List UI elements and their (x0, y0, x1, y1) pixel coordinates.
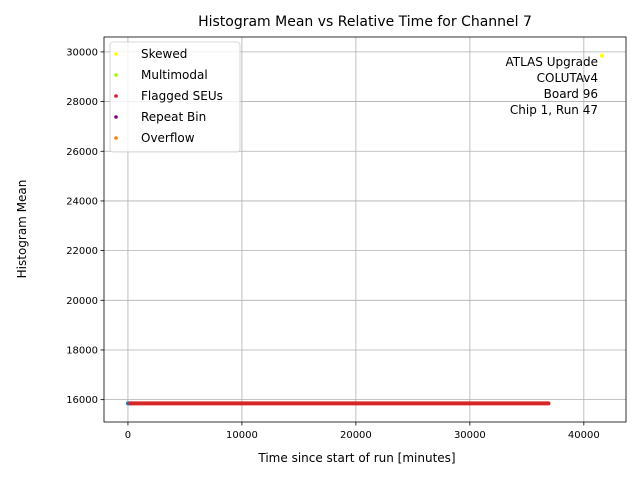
x-tick-label: 20000 (340, 430, 372, 441)
y-tick-label: 22000 (66, 246, 98, 257)
y-tick-label: 16000 (66, 395, 98, 406)
annotation-line: Board 96 (544, 87, 598, 101)
legend-label: Skewed (141, 47, 187, 61)
annotation-box: ATLAS Upgrade COLUTAv4 Board 96 Chip 1, Run… (505, 55, 598, 117)
x-tick-label: 0 (125, 430, 131, 441)
y-tick-label: 24000 (66, 196, 98, 207)
annotation-line: ATLAS Upgrade (505, 55, 598, 69)
annotation-line: Chip 1, Run 47 (510, 103, 598, 117)
data-layer (125, 53, 605, 406)
x-axis-label: Time since start of run [minutes] (257, 451, 455, 465)
legend-box (109, 41, 241, 153)
legend-marker (114, 73, 118, 77)
legend: Skewed Multimodal Flagged SEUs Repeat Bin Ov… (109, 41, 241, 153)
legend-marker (114, 115, 118, 119)
legend-label: Multimodal (141, 68, 208, 82)
chart-title: Histogram Mean vs Relative Time for Chan… (198, 14, 532, 30)
axes: 0 10000 20000 30000 40000 16000 18000 20000 2200… (66, 36, 627, 441)
y-tick-label: 26000 (66, 147, 98, 158)
plot-frame (103, 36, 627, 423)
annotation-line: COLUTAv4 (537, 71, 598, 85)
legend-label: Repeat Bin (141, 110, 206, 124)
y-axis-label: Histogram Mean (15, 180, 29, 279)
legend-marker (114, 94, 118, 98)
grid (104, 37, 626, 422)
y-tick-label: 28000 (66, 97, 98, 108)
legend-marker (114, 52, 118, 56)
y-tick-label: 18000 (66, 345, 98, 356)
legend-marker (114, 136, 118, 140)
data-point (600, 53, 605, 58)
x-tick-label: 30000 (454, 430, 486, 441)
y-tick-label: 20000 (66, 296, 98, 307)
legend-label: Flagged SEUs (141, 89, 223, 103)
x-tick-label: 10000 (226, 430, 258, 441)
x-tick-label: 40000 (568, 430, 600, 441)
legend-label: Overflow (141, 131, 195, 145)
y-tick-label: 30000 (66, 47, 98, 58)
